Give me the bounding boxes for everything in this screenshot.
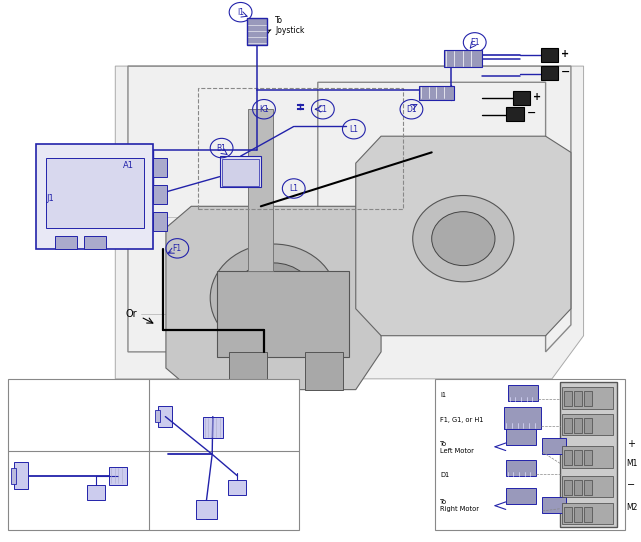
Bar — [574, 391, 581, 406]
Bar — [153, 212, 167, 230]
Bar — [584, 450, 592, 465]
Bar — [564, 391, 572, 406]
Bar — [158, 406, 172, 428]
Text: D1: D1 — [440, 473, 449, 479]
Bar — [574, 418, 581, 433]
Bar — [14, 462, 28, 489]
Bar — [435, 379, 625, 530]
Text: B1: B1 — [217, 144, 226, 152]
Bar — [506, 107, 524, 121]
Bar — [562, 387, 613, 409]
Bar — [562, 476, 613, 498]
Bar — [11, 468, 16, 484]
Text: A1: A1 — [122, 162, 133, 170]
Bar — [584, 480, 592, 495]
Bar — [87, 485, 104, 500]
Bar — [220, 156, 261, 188]
Polygon shape — [305, 352, 343, 390]
Text: C1: C1 — [318, 105, 328, 114]
Polygon shape — [356, 136, 571, 335]
Text: To
Left Motor: To Left Motor — [440, 441, 474, 454]
Text: −: − — [561, 67, 570, 77]
Bar — [506, 429, 536, 446]
Bar — [584, 391, 592, 406]
Text: F1, G1, or H1: F1, G1, or H1 — [440, 417, 483, 423]
Text: E1: E1 — [470, 38, 479, 47]
Bar — [574, 507, 581, 522]
Text: To
Joystick: To Joystick — [276, 16, 304, 35]
Bar — [247, 17, 267, 44]
Bar — [540, 48, 558, 62]
Text: +: + — [627, 439, 635, 449]
Bar — [444, 50, 482, 67]
Text: K1: K1 — [259, 105, 269, 114]
Bar — [562, 446, 613, 468]
Bar — [564, 480, 572, 495]
Bar — [506, 488, 536, 504]
Text: Or: Or — [125, 309, 137, 319]
Bar — [564, 418, 572, 433]
Text: I1: I1 — [440, 392, 446, 398]
Bar — [540, 66, 558, 80]
Text: PTO Harness for
Power Positioning,
Accu-trac: PTO Harness for Power Positioning, Accu-… — [178, 412, 248, 442]
Circle shape — [210, 244, 337, 352]
Bar — [222, 159, 259, 186]
Text: I1: I1 — [237, 8, 244, 17]
Bar — [84, 236, 106, 249]
Bar — [109, 467, 127, 485]
Bar — [197, 88, 403, 209]
Circle shape — [431, 212, 495, 266]
Text: G1: G1 — [17, 423, 28, 431]
Bar — [196, 500, 217, 519]
Bar — [562, 503, 613, 525]
Bar — [584, 507, 592, 522]
Text: +: + — [533, 92, 541, 102]
Bar — [55, 236, 78, 249]
Bar — [560, 382, 617, 527]
Text: M2: M2 — [627, 502, 638, 512]
Bar — [584, 418, 592, 433]
Bar — [504, 407, 541, 429]
Text: PTO Harness for
Power Positioning: PTO Harness for Power Positioning — [39, 416, 107, 435]
Bar — [574, 450, 581, 465]
Bar — [564, 450, 572, 465]
Text: +: + — [561, 49, 569, 59]
Bar — [562, 414, 613, 435]
Bar — [542, 438, 567, 454]
Polygon shape — [166, 207, 381, 390]
Bar — [574, 480, 581, 495]
Bar — [155, 410, 160, 422]
Circle shape — [233, 263, 315, 333]
Bar — [506, 460, 536, 476]
Bar — [228, 480, 246, 495]
Text: To
Right Motor: To Right Motor — [440, 499, 479, 512]
Bar — [153, 185, 167, 204]
Bar — [36, 144, 153, 249]
Text: F1: F1 — [172, 244, 182, 253]
Text: H1: H1 — [155, 423, 165, 431]
Circle shape — [413, 196, 514, 282]
Text: L1: L1 — [349, 125, 358, 134]
Text: L1: L1 — [289, 184, 298, 193]
Polygon shape — [115, 66, 583, 379]
Bar — [542, 497, 567, 513]
Bar — [46, 158, 144, 228]
Bar — [248, 109, 274, 271]
Bar — [203, 417, 223, 438]
Polygon shape — [217, 271, 349, 357]
Text: M1: M1 — [627, 459, 638, 468]
Bar — [419, 86, 454, 100]
Text: −: − — [527, 108, 536, 118]
Bar — [564, 507, 572, 522]
Text: D1: D1 — [406, 105, 417, 114]
Bar — [8, 379, 299, 530]
Bar — [508, 385, 538, 402]
Bar — [153, 158, 167, 177]
Text: −: − — [627, 480, 635, 489]
Bar — [513, 91, 530, 105]
Polygon shape — [229, 352, 267, 390]
Text: J1: J1 — [47, 193, 54, 203]
